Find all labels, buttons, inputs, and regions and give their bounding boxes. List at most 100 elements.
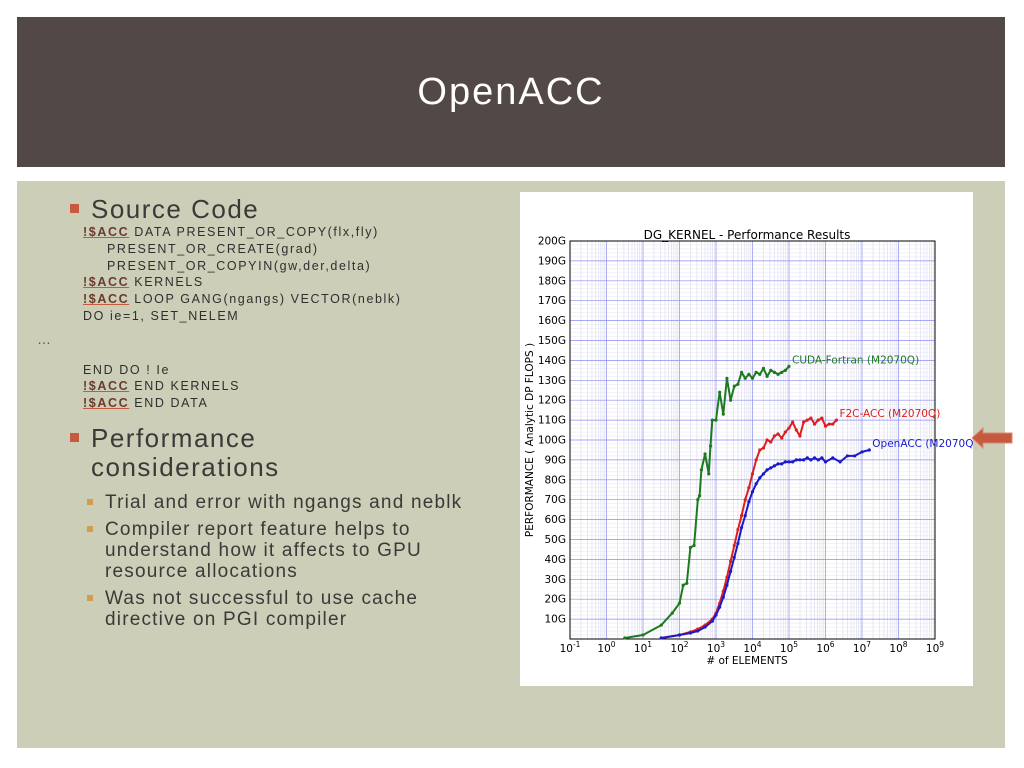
acc-keyword: !$ACC [83, 379, 130, 394]
data-point [754, 370, 758, 374]
title-bar: OpenACC [17, 17, 1005, 167]
y-tick-label: 170G [538, 295, 566, 307]
data-point [743, 514, 747, 518]
code-text: END KERNELS [129, 379, 241, 394]
x-tick-label: 100 [597, 640, 615, 655]
acc-keyword: !$ACC [83, 292, 130, 307]
x-axis-label: # of ELEMENTS [706, 655, 788, 667]
data-point [721, 412, 725, 416]
y-tick-label: 190G [538, 255, 566, 267]
data-point [798, 458, 802, 462]
y-tick-label: 60G [545, 514, 567, 526]
data-point [670, 611, 674, 615]
x-tick-label: 109 [926, 640, 944, 655]
square-bullet-icon [70, 432, 79, 442]
data-point [761, 366, 766, 370]
data-point [725, 583, 729, 587]
data-point [697, 494, 702, 498]
bullet-text: Performance considerations [91, 422, 280, 482]
data-point [692, 543, 696, 548]
data-point [732, 555, 736, 560]
y-tick-label: 90G [545, 454, 567, 466]
data-point [791, 460, 795, 464]
code-text: DATA PRESENT_OR_COPY(flx,fly) [129, 225, 379, 239]
data-point [641, 633, 645, 637]
text-column: Source Code !$ACC DATA PRESENT_OR_COPY(f… [37, 195, 485, 630]
code-line: !$ACC DATA PRESENT_OR_COPY(flx,fly) [83, 224, 485, 241]
data-point [710, 619, 714, 623]
series-line [661, 449, 870, 639]
data-point [743, 376, 747, 380]
left-arrow-icon [972, 427, 1013, 449]
y-tick-label: 20G [545, 594, 567, 606]
data-point [699, 468, 703, 472]
data-point [708, 444, 713, 448]
plot-frame [569, 240, 936, 640]
bullet-source-code: Source Code [65, 195, 485, 224]
data-point [721, 595, 725, 599]
data-point [659, 636, 663, 640]
data-point [783, 460, 787, 464]
data-point [776, 462, 780, 466]
data-point [860, 450, 864, 454]
data-point [761, 472, 766, 476]
y-tick-label: 130G [538, 375, 566, 387]
data-point [805, 418, 809, 422]
data-point [780, 370, 784, 374]
data-point [769, 440, 773, 444]
data-point [732, 384, 736, 388]
x-tick-label: 10-1 [560, 640, 581, 655]
data-point [853, 454, 857, 458]
x-tick-label: 104 [743, 640, 761, 655]
series-layer [623, 364, 871, 640]
data-point [703, 452, 707, 456]
y-axis-label: PERFORMANCE ( Analytic DP FLOPS ) [524, 343, 536, 537]
data-point [703, 625, 707, 629]
data-point [739, 525, 744, 530]
data-point [747, 500, 751, 504]
square-bullet-icon [87, 525, 93, 532]
data-point [798, 434, 802, 438]
y-tick-label: 70G [545, 494, 567, 506]
slide-title: OpenACC [417, 70, 605, 113]
data-point [739, 514, 744, 518]
sub-bullet: Trial and error with ngangs and neblk [65, 492, 485, 513]
data-point [743, 498, 747, 502]
square-bullet-icon [70, 204, 79, 213]
code-line: PRESENT_OR_CREATE(grad) [107, 241, 319, 256]
data-point [761, 446, 766, 450]
data-point [816, 418, 820, 422]
performance-chart: DG_KERNEL - Performance Results # of ELE… [524, 228, 978, 667]
chart-figure: DG_KERNEL - Performance Results # of ELE… [520, 192, 978, 686]
sub-bullet-text: Was not successful to use cache directiv… [105, 587, 419, 630]
data-point [729, 398, 733, 402]
data-point [681, 583, 685, 587]
data-point [783, 430, 787, 434]
y-tick-label: 110G [538, 415, 566, 427]
sub-bullet: Was not successful to use cache directiv… [65, 588, 485, 630]
code-line: !$ACC KERNELS [83, 274, 485, 291]
sub-bullet-text: Trial and error with ngangs and neblk [105, 491, 463, 513]
data-point [823, 460, 828, 464]
data-point [772, 370, 776, 374]
y-tick-label: 140G [538, 355, 566, 367]
data-point [805, 456, 809, 460]
data-point [754, 458, 758, 462]
data-point [718, 605, 722, 609]
data-point [769, 466, 773, 470]
data-point [845, 454, 849, 458]
acc-keyword: !$ACC [83, 225, 130, 239]
x-tick-label: 101 [634, 640, 652, 655]
data-point [794, 458, 798, 462]
data-point [772, 464, 776, 468]
data-point [758, 448, 762, 452]
x-tick-label: 108 [889, 640, 907, 655]
data-point [809, 416, 813, 420]
code-line: !$ACC END KERNELS [83, 378, 485, 395]
data-point [736, 541, 740, 546]
data-point [696, 629, 700, 633]
data-point [780, 462, 784, 466]
y-tick-label: 180G [538, 275, 566, 287]
bullet-text: Source Code [91, 194, 260, 224]
data-point [747, 372, 751, 376]
